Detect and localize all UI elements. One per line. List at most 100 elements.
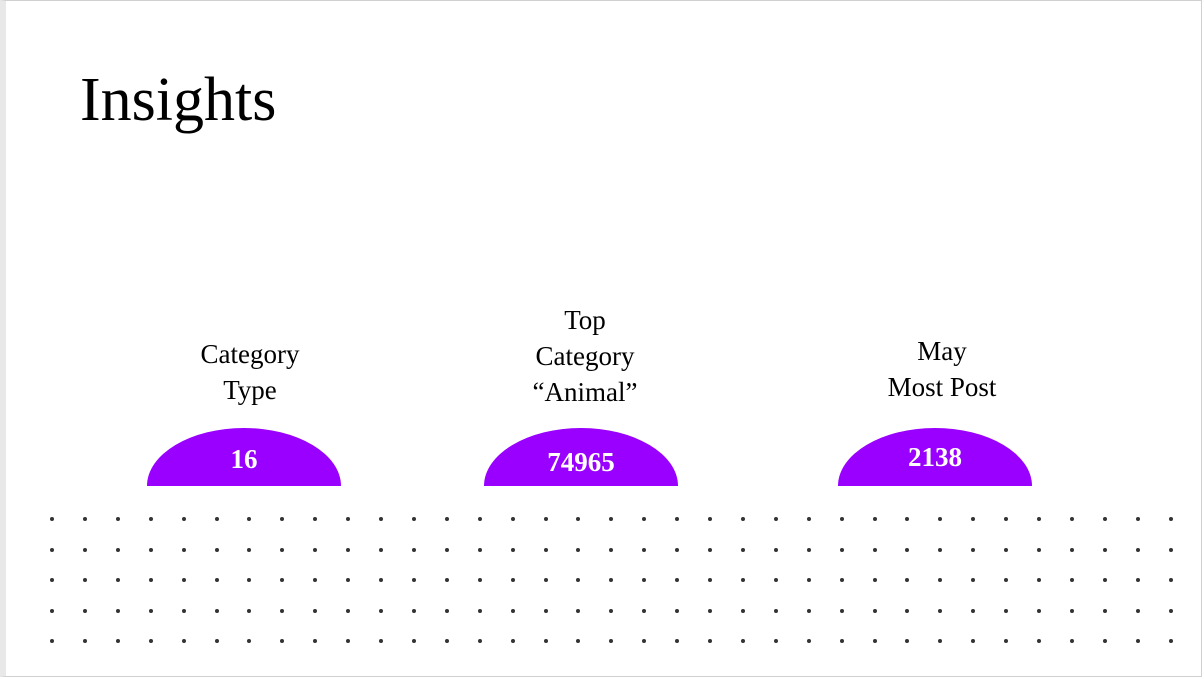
grid-dot xyxy=(576,517,581,521)
grid-dot xyxy=(938,608,943,613)
grid-dot xyxy=(576,608,581,613)
grid-dot xyxy=(1135,517,1140,521)
grid-dot xyxy=(280,639,285,643)
grid-dot xyxy=(839,639,844,643)
stat-dome-may-most-post: 2138 xyxy=(838,428,1032,486)
grid-dot xyxy=(214,639,219,643)
grid-dot xyxy=(148,547,153,552)
grid-dot xyxy=(379,578,383,582)
grid-dot xyxy=(839,547,844,552)
grid-dot xyxy=(346,547,351,552)
stat-dome-top-category: 74965 xyxy=(484,428,678,486)
grid-dot xyxy=(872,639,877,643)
grid-dot xyxy=(938,639,943,643)
grid-dot xyxy=(181,639,186,643)
grid-dot xyxy=(773,578,778,582)
grid-dot xyxy=(313,608,318,613)
grid-dot xyxy=(214,547,219,552)
grid-dot xyxy=(642,578,647,582)
grid-dot xyxy=(708,517,712,521)
grid-dot xyxy=(1102,517,1107,521)
grid-dot xyxy=(214,517,219,521)
grid-dot xyxy=(708,547,712,552)
grid-dot xyxy=(1004,547,1009,552)
grid-dot xyxy=(82,578,87,582)
grid-dot xyxy=(411,547,416,552)
grid-dot xyxy=(346,608,351,613)
grid-dot xyxy=(1135,639,1140,643)
grid-dot xyxy=(576,639,581,643)
grid-dot xyxy=(642,547,647,552)
grid-dot xyxy=(543,517,548,521)
grid-dot xyxy=(444,608,449,613)
grid-dot xyxy=(938,517,943,521)
grid-dot xyxy=(1037,608,1041,613)
stat-value-category-type: 16 xyxy=(230,444,258,474)
grid-dot xyxy=(379,608,383,613)
grid-dot xyxy=(1004,517,1009,521)
grid-dot xyxy=(148,517,153,521)
grid-dot xyxy=(444,517,449,521)
grid-dot xyxy=(1135,578,1140,582)
card-label-top-category: Top Category “Animal” xyxy=(532,305,638,407)
grid-dot xyxy=(1102,547,1107,552)
grid-dot xyxy=(510,639,515,643)
grid-dot xyxy=(675,578,680,582)
grid-dot xyxy=(872,578,877,582)
grid-dot xyxy=(411,517,416,521)
grid-dot xyxy=(115,608,120,613)
grid-dot xyxy=(905,517,910,521)
grid-dot xyxy=(247,578,252,582)
grid-dot xyxy=(1037,639,1041,643)
stat-dome-category-type: 16 xyxy=(147,428,341,486)
grid-dot xyxy=(280,578,285,582)
grid-dot xyxy=(609,578,614,582)
grid-dot xyxy=(280,547,285,552)
grid-dot xyxy=(50,517,54,521)
grid-dot xyxy=(806,517,811,521)
grid-dot xyxy=(1069,517,1074,521)
grid-dot xyxy=(740,547,745,552)
grid-dot xyxy=(971,608,976,613)
grid-dot xyxy=(82,608,87,613)
grid-dot xyxy=(806,578,811,582)
grid-dot xyxy=(642,639,647,643)
grid-dot xyxy=(1168,608,1173,613)
grid-dot xyxy=(247,639,252,643)
grid-dot xyxy=(675,547,680,552)
grid-dot xyxy=(115,578,120,582)
grid-dot xyxy=(642,608,647,613)
grid-dot xyxy=(346,639,351,643)
grid-dot xyxy=(1069,578,1074,582)
grid-dot xyxy=(905,639,910,643)
grid-dot xyxy=(82,547,87,552)
grid-dot xyxy=(1004,608,1009,613)
grid-dot xyxy=(379,517,383,521)
grid-dot xyxy=(708,578,712,582)
grid-dot xyxy=(905,547,910,552)
grid-dot xyxy=(1102,578,1107,582)
grid-dot xyxy=(510,547,515,552)
grid-dot xyxy=(1168,547,1173,552)
grid-dot xyxy=(576,547,581,552)
slide-title: Insights xyxy=(80,66,277,134)
grid-dot xyxy=(510,608,515,613)
grid-dot xyxy=(576,578,581,582)
grid-dot xyxy=(773,547,778,552)
grid-dot xyxy=(346,578,351,582)
grid-dot xyxy=(806,639,811,643)
grid-dot xyxy=(1168,517,1173,521)
grid-dot xyxy=(313,639,318,643)
grid-dot xyxy=(872,547,877,552)
grid-dot xyxy=(1135,608,1140,613)
grid-dot xyxy=(82,639,87,643)
grid-dot xyxy=(411,639,416,643)
grid-dot xyxy=(214,578,219,582)
grid-dot xyxy=(181,547,186,552)
grid-dot xyxy=(642,517,647,521)
grid-dot xyxy=(510,578,515,582)
grid-dot xyxy=(708,608,712,613)
grid-dot xyxy=(148,578,153,582)
grid-dot xyxy=(938,578,943,582)
